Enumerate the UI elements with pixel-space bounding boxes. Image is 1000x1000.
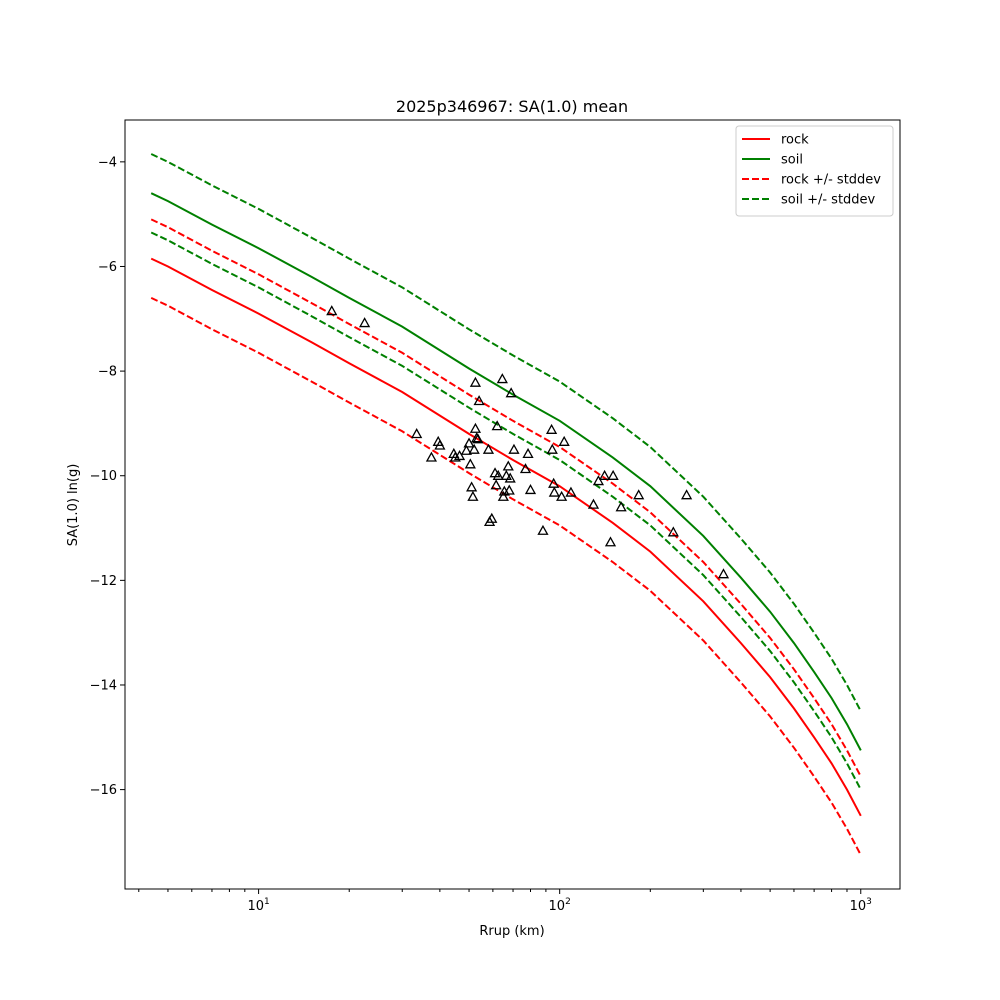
observation-points [326,305,730,579]
legend-box [735,125,894,217]
observation-point-44 [556,490,568,501]
observation-point-37 [522,447,534,459]
y-tick-label: −10 [90,469,117,484]
y-tick-label: −4 [98,155,117,170]
series-line-4 [150,153,862,712]
observation-point-50 [604,536,617,547]
observation-point-22 [486,512,498,523]
observation-point-15 [469,422,482,433]
observation-point-28 [497,490,509,501]
observation-point-10 [463,437,475,448]
observation-point-39 [537,524,549,535]
y-tick-label: −8 [98,365,117,380]
x-tick-label: 103 [850,897,872,914]
observation-point-48 [592,475,605,486]
series-line-1 [150,192,862,751]
observation-point-1 [359,317,371,328]
observation-point-32 [503,484,515,495]
y-tick-label: −14 [90,678,117,693]
observation-point-53 [633,489,645,500]
observation-point-33 [504,472,516,483]
observation-point-55 [681,489,693,500]
observation-point-56 [717,568,730,579]
observation-point-35 [508,443,520,454]
observation-point-5 [434,439,446,450]
observation-point-42 [548,477,560,488]
series-line-3 [150,296,862,856]
observation-point-41 [546,443,558,454]
observation-point-43 [548,486,560,497]
observation-point-13 [467,490,479,501]
y-tick-label: −12 [90,574,117,589]
observation-point-49 [598,469,611,480]
x-tick-label: 101 [247,897,269,914]
observation-point-8 [453,450,466,461]
series-line-2 [150,218,862,777]
legend-label: rock +/- stddev [781,173,881,188]
observation-point-3 [425,451,438,462]
observation-point-54 [667,526,679,537]
y-axis-label: SA(1.0) ln(g) [66,464,81,547]
y-tick-label: −16 [90,783,117,798]
observation-point-24 [490,479,502,490]
observation-point-47 [587,498,600,509]
observation-point-36 [519,463,532,474]
plot-area [125,120,900,889]
series-line-5 [150,231,862,791]
x-axis-label: Rrup (km) [479,924,544,939]
y-tick-label: −6 [98,260,117,275]
observation-point-2 [411,428,423,439]
y-axis-ticks: −16 −14 −12 −10 −8 −6 −4 [90,155,125,798]
observation-point-46 [565,486,577,497]
observation-point-7 [449,451,461,462]
chart-title: 2025p346967: SA(1.0) mean [396,97,628,116]
series-lines [150,153,862,856]
x-tick-label: 102 [549,897,571,914]
observation-point-27 [496,373,508,384]
observation-point-19 [469,376,482,387]
observation-point-12 [466,481,478,492]
observation-point-45 [558,435,570,446]
observation-point-31 [502,460,514,471]
observation-point-38 [524,484,537,495]
plot-frame [124,119,901,890]
observation-point-20 [482,443,495,454]
observation-point-9 [460,444,473,455]
observation-point-30 [500,469,512,480]
observation-point-14 [468,443,480,454]
observation-point-0 [326,305,338,316]
legend-label: soil +/- stddev [781,193,876,208]
observation-point-52 [615,501,627,512]
observation-point-11 [464,458,476,469]
x-axis-ticks: 101 102 103 [138,889,872,914]
observation-point-40 [545,423,558,434]
legend: rock soil rock +/- stddev soil +/- stddev [735,125,894,217]
observation-point-17 [472,433,484,444]
observation-point-25 [491,420,503,431]
legend-label: rock [781,133,809,148]
series-line-0 [150,257,862,817]
observation-point-18 [473,395,485,406]
observation-point-34 [505,387,517,398]
legend-label: soil [781,153,803,168]
observation-point-51 [607,469,619,480]
observation-point-26 [492,469,504,480]
